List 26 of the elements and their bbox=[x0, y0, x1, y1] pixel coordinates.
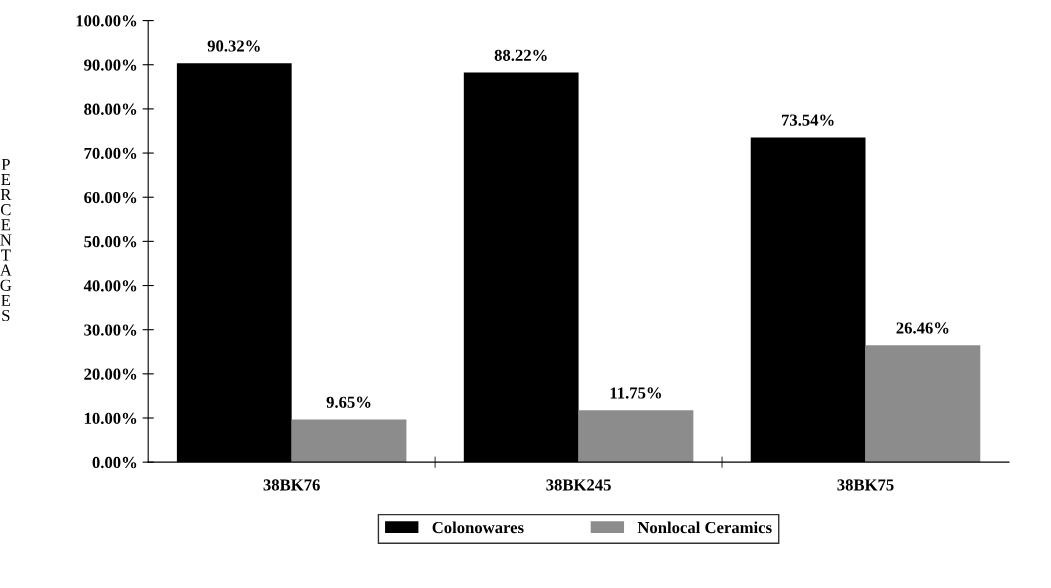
legend-label: Nonlocal Ceramics bbox=[637, 521, 772, 534]
y-tick-label: 10.00% bbox=[84, 412, 137, 425]
y-tick-label: 0.00% bbox=[92, 456, 137, 469]
bar bbox=[578, 410, 694, 463]
legend-label: Colonowares bbox=[432, 521, 524, 534]
data-label: 9.65% bbox=[326, 396, 371, 408]
y-tick-label: 80.00% bbox=[84, 103, 137, 115]
y-tick-label: 40.00% bbox=[83, 280, 137, 292]
data-label: 26.46% bbox=[896, 322, 949, 334]
data-label: 11.75% bbox=[610, 387, 662, 399]
y-tick-label: 90.00% bbox=[84, 59, 137, 71]
y-tick-label: 20.00% bbox=[84, 368, 137, 380]
bar bbox=[291, 419, 407, 463]
y-tick-label: 70.00% bbox=[84, 147, 137, 160]
bar bbox=[865, 345, 981, 463]
x-tick-label: 38BK75 bbox=[837, 479, 894, 491]
y-tick-label: 100.00% bbox=[76, 15, 137, 27]
x-tick-label: 38BK245 bbox=[546, 479, 611, 491]
y-tick-label: 50.00% bbox=[84, 236, 137, 248]
data-label: 90.32% bbox=[207, 40, 260, 52]
data-label: 88.22% bbox=[494, 49, 547, 61]
x-tick-label: 38BK76 bbox=[263, 479, 320, 491]
text: PERCENTAGES bbox=[0, 158, 12, 322]
y-tick-label: 30.00% bbox=[84, 324, 137, 336]
data-label: 73.54% bbox=[781, 114, 834, 126]
y-tick-label: 60.00% bbox=[84, 191, 137, 204]
